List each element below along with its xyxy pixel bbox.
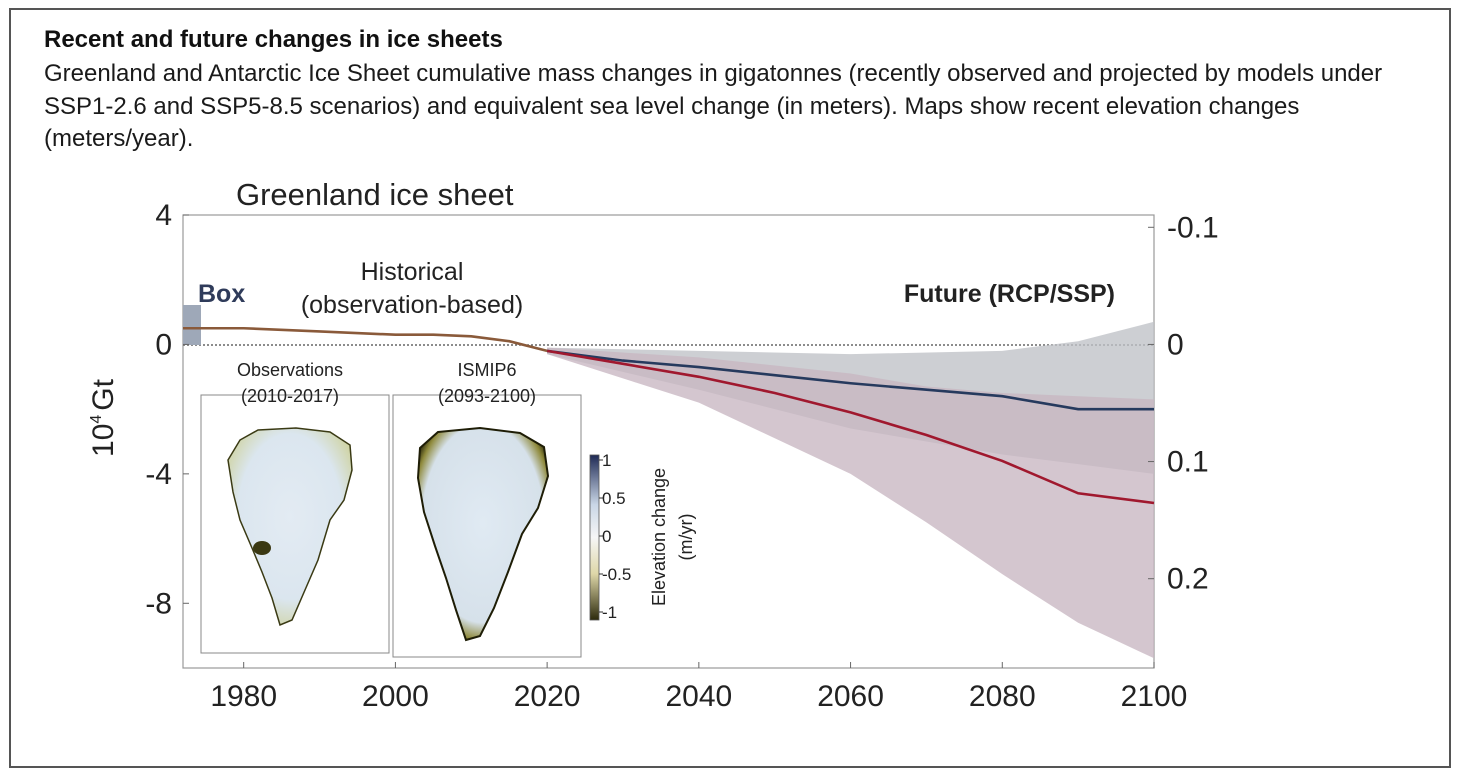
x-tick-label-5: 2080 (969, 680, 1036, 713)
colorbar-tick-label-3: -0.5 (602, 565, 631, 584)
colorbar-ticks: 1 0.5 0 -0.5 -1 (599, 451, 631, 622)
y2-tick-label-0: -0.1 (1167, 211, 1219, 244)
x-tick-label-0: 1980 (210, 680, 277, 713)
series-line-2 (546, 349, 1155, 505)
colorbar-tick-label-0: 1 (602, 451, 611, 470)
colorbar-gradient (589, 454, 600, 621)
inset-ismip6-title: ISMIP6 (457, 360, 516, 380)
inset-observations-period: (2010-2017) (241, 386, 339, 406)
future-label: Future (RCP/SSP) (904, 280, 1115, 308)
x-tick-label-1: 2000 (362, 680, 429, 713)
inset-ismip6-period: (2093-2100) (438, 386, 536, 406)
colorbar-tick-label-4: -1 (602, 603, 617, 622)
y-tick-label-0: 4 (155, 199, 172, 232)
y2-tick-label-1: 0 (1167, 328, 1184, 361)
colorbar: 1 0.5 0 -0.5 -1 Elevation change (m/yr) (589, 451, 696, 622)
colorbar-tick-label-1: 0.5 (602, 489, 626, 508)
box-obs-bar (183, 305, 201, 345)
x-tick-label-3: 2040 (665, 680, 732, 713)
historical-label: Historical (361, 258, 464, 286)
y2-tick-label-3: 0.2 (1167, 563, 1209, 596)
x-tick-label-4: 2060 (817, 680, 884, 713)
y-tick-label-2: -4 (145, 458, 172, 491)
colorbar-label: Elevation change (649, 468, 669, 606)
axis-ticks: 1980 2000 2020 2040 2060 2080 2100 4 0 -4 -8 -0.1 0 0… (145, 199, 1218, 713)
series-line-1 (546, 349, 1154, 411)
y-axis-label-exponent: 4 (88, 415, 105, 424)
x-tick-label-6: 2100 (1121, 680, 1188, 713)
projection-lines (183, 326, 1155, 505)
figure-description: Greenland and Antarctic Ice Sheet cumula… (44, 60, 1383, 152)
inset-observations-title: Observations (237, 360, 343, 380)
inset-ismip6: ISMIP6 (2093-2100) (392, 360, 582, 658)
y-axis-label-base: 10 (87, 424, 120, 457)
box-label: Box (198, 280, 245, 308)
greenland-chart: Greenland ice sheet Box Historical (obse… (87, 177, 1219, 713)
inset-observations-map (227, 427, 353, 627)
y-tick-label-1: 0 (155, 328, 172, 361)
inset-observations: Observations (2010-2017) (200, 360, 390, 654)
figure-title: Recent and future changes in ice sheets (44, 26, 503, 53)
projection-bands (547, 321, 1154, 659)
colorbar-unit: (m/yr) (676, 514, 696, 561)
inset-observations-hotspot (253, 541, 271, 555)
y2-tick-label-2: 0.1 (1167, 446, 1209, 479)
series-line-0 (183, 326, 548, 353)
historical-sub-label: (observation-based) (301, 291, 523, 319)
y-tick-label-3: -8 (145, 587, 172, 620)
y-axis-label: 104 Gt (87, 378, 120, 457)
chart-title: Greenland ice sheet (236, 177, 514, 212)
colorbar-tick-label-2: 0 (602, 527, 611, 546)
projection-band-1 (547, 347, 1154, 659)
x-tick-label-2: 2020 (514, 680, 581, 713)
y-axis-label-unit: Gt (87, 378, 120, 410)
inset-ismip6-map (416, 426, 550, 642)
